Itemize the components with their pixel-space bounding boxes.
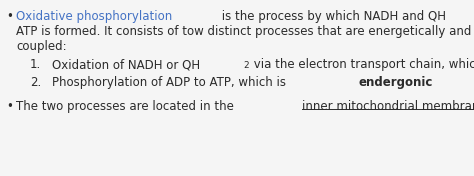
Text: Oxidation of NADH or QH: Oxidation of NADH or QH (52, 58, 200, 71)
Text: The two processes are located in the: The two processes are located in the (16, 100, 237, 113)
Text: 2: 2 (243, 61, 249, 70)
Text: •: • (6, 10, 13, 23)
Text: 1.: 1. (30, 58, 41, 71)
Text: is the process by which NADH and QH: is the process by which NADH and QH (218, 10, 446, 23)
Text: inner mitochondrial membrane: inner mitochondrial membrane (302, 100, 474, 113)
Text: endergonic: endergonic (359, 76, 433, 89)
Text: Oxidative phosphorylation: Oxidative phosphorylation (16, 10, 172, 23)
Text: 2.: 2. (30, 76, 41, 89)
Text: Phosphorylation of ADP to ATP, which is: Phosphorylation of ADP to ATP, which is (52, 76, 290, 89)
Text: ATP is formed. It consists of tow distinct processes that are energetically and : ATP is formed. It consists of tow distin… (16, 25, 474, 38)
Text: via the electron transport chain, which is: via the electron transport chain, which … (250, 58, 474, 71)
Text: coupled:: coupled: (16, 40, 67, 53)
Text: •: • (6, 100, 13, 113)
